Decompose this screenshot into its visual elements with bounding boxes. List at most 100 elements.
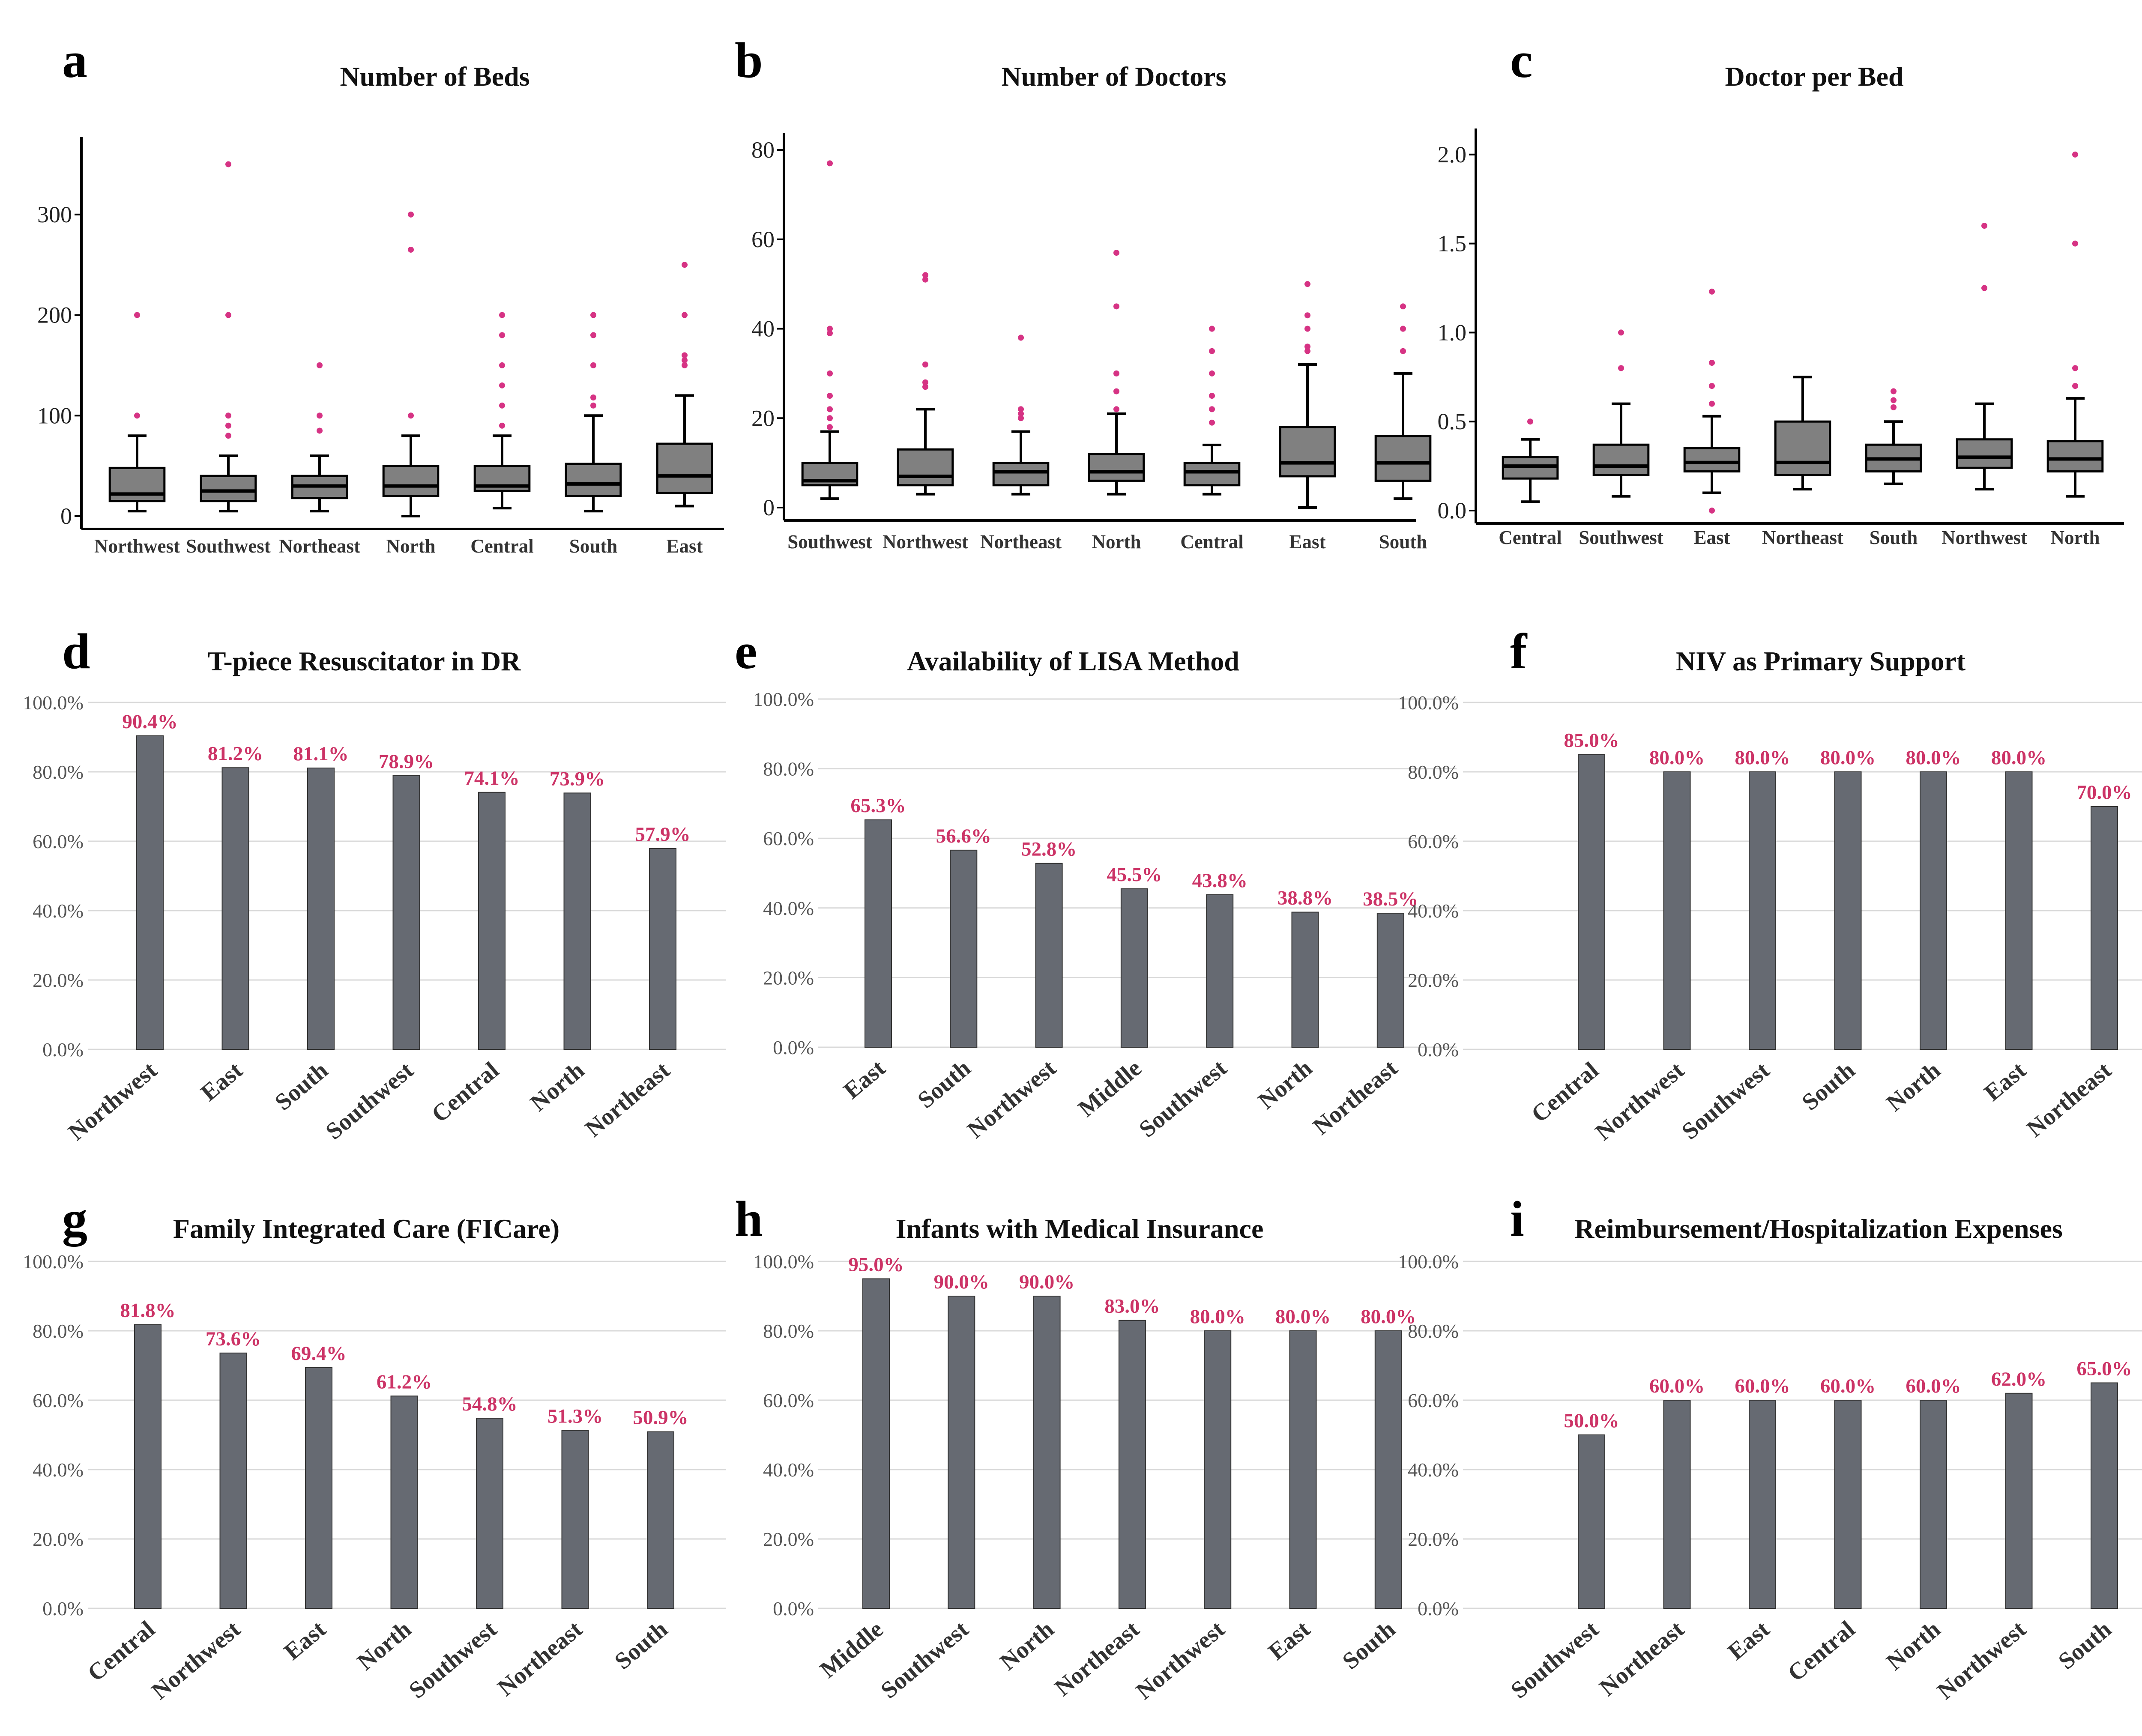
outlier-point [499, 362, 505, 368]
chart-title: Number of Doctors [1002, 61, 1227, 92]
outlier-point [590, 402, 596, 409]
y-tick-label: 100.0% [753, 688, 814, 710]
bar [1033, 1296, 1061, 1609]
panel-letter: c [1510, 32, 1532, 88]
category-label: Central [1783, 1616, 1860, 1686]
data-label: 54.8% [462, 1393, 517, 1415]
category-label: Northwest [1942, 527, 2027, 548]
outlier-point [1618, 329, 1624, 336]
category-label: Central [1526, 1057, 1604, 1127]
data-label: 70.0% [2076, 781, 2132, 804]
bar [136, 735, 164, 1050]
data-label: 90.0% [1019, 1271, 1074, 1293]
category-label: East [1693, 527, 1730, 548]
bar [1118, 1320, 1146, 1609]
data-label: 80.0% [1275, 1306, 1331, 1328]
data-label: 52.8% [1021, 838, 1077, 861]
bar [478, 792, 506, 1050]
outlier-point [922, 379, 928, 385]
category-label: North [1882, 1616, 1945, 1675]
data-label: 80.0% [1649, 747, 1705, 769]
outlier-point [1618, 365, 1624, 371]
box [382, 465, 440, 497]
outlier-point [1113, 250, 1119, 256]
category-label: Southwest [787, 531, 872, 553]
y-tick-label: 20.0% [1408, 969, 1459, 991]
category-label: Middle [1073, 1055, 1146, 1122]
category-label: East [1723, 1616, 1774, 1665]
outlier-point [225, 422, 231, 429]
outlier-point [408, 412, 414, 419]
chart-title: Number of Beds [340, 61, 530, 92]
bar [134, 1324, 162, 1609]
category-label: Northeast [1762, 527, 1843, 548]
y-tick-label: 40.0% [763, 1459, 814, 1481]
outlier-point [1018, 415, 1024, 421]
chart-panel-e: e Availability of LISA Method 0.0% 20.0% 40.… [735, 623, 1457, 1144]
category-label: Southwest [1579, 527, 1663, 548]
bar [1834, 1400, 1862, 1609]
outlier-point [922, 384, 928, 390]
outlier-point [1400, 348, 1406, 354]
y-tick-label: 0.0% [1418, 1598, 1459, 1619]
bar [1578, 754, 1605, 1050]
bar [2091, 1382, 2118, 1609]
outlier-point [1209, 406, 1215, 412]
category-label: North [352, 1616, 416, 1675]
outlier-point [317, 427, 323, 434]
bar [307, 768, 335, 1050]
bar [219, 1352, 247, 1609]
outlier-point [827, 406, 833, 412]
data-label: 80.0% [1820, 747, 1876, 769]
outlier-point [1709, 288, 1715, 295]
outlier-point [1209, 348, 1215, 354]
category-label: Northeast [493, 1616, 587, 1701]
category-label: Northwest [147, 1616, 245, 1705]
bar [647, 1431, 674, 1609]
outlier-point [134, 412, 140, 419]
category-label: Northwest [962, 1055, 1061, 1144]
bar [305, 1367, 332, 1609]
panel-letter: b [735, 32, 763, 88]
bar [649, 848, 676, 1050]
outlier-point [1018, 406, 1024, 412]
box [2046, 440, 2104, 473]
outlier-point [1709, 508, 1715, 514]
y-tick-label: 200 [37, 302, 72, 328]
y-tick-label: 20.0% [1408, 1528, 1459, 1550]
y-tick-label: 1.0 [1438, 320, 1467, 345]
y-tick-label: 100 [37, 403, 72, 428]
outlier-point [225, 412, 231, 419]
chart-title: Infants with Medical Insurance [896, 1213, 1264, 1244]
bar [1663, 1400, 1691, 1609]
data-label: 57.9% [635, 823, 690, 846]
outlier-point [1304, 281, 1310, 287]
data-label: 74.1% [464, 767, 519, 789]
y-tick-label: 60.0% [763, 1389, 814, 1411]
bar [1291, 911, 1319, 1048]
data-label: 61.2% [377, 1371, 432, 1393]
bar [561, 1430, 589, 1609]
category-label: South [610, 1616, 673, 1675]
outlier-point [1981, 285, 1987, 291]
outlier-point [1304, 326, 1310, 332]
category-label: North [525, 1057, 589, 1116]
bar [1206, 894, 1234, 1048]
outlier-point [590, 312, 596, 318]
data-label: 56.6% [936, 825, 991, 847]
y-tick-label: 20.0% [33, 1528, 84, 1550]
bar [1749, 1400, 1776, 1609]
bar [221, 767, 249, 1050]
outlier-point [682, 362, 688, 368]
bar [2005, 1392, 2033, 1609]
category-label: Northeast [1308, 1055, 1403, 1140]
data-label: 80.0% [1735, 747, 1790, 769]
y-tick-label: 40.0% [763, 897, 814, 919]
outlier-point [1018, 410, 1024, 417]
box [1088, 453, 1145, 482]
y-tick-label: 60.0% [1408, 831, 1459, 852]
y-tick-label: 40.0% [1408, 900, 1459, 922]
outlier-point [2072, 240, 2078, 247]
category-label: South [569, 535, 618, 557]
